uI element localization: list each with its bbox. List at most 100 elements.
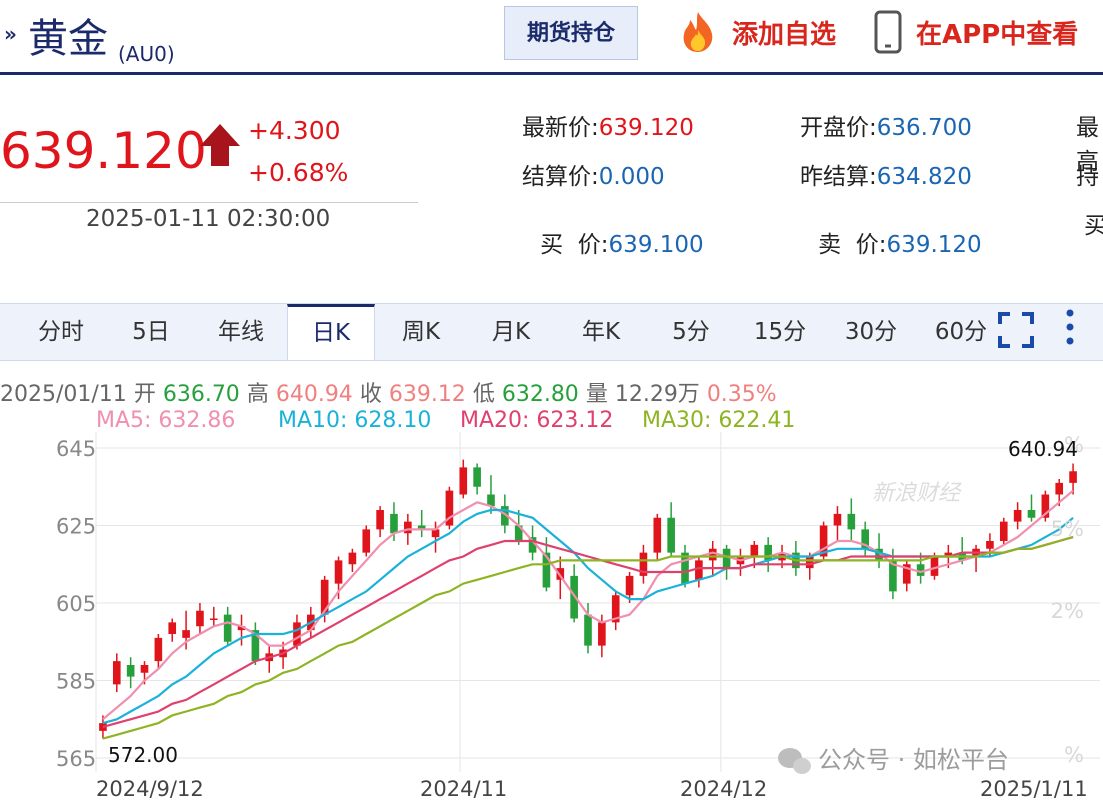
- candle-body: [390, 513, 398, 534]
- candle-body: [1013, 510, 1022, 522]
- tab-daily-k[interactable]: 日K: [287, 304, 375, 360]
- candle-body: [750, 544, 759, 557]
- field-label: 结算价:: [522, 164, 599, 190]
- candle-body: [999, 521, 1008, 541]
- candle-body: [611, 595, 620, 623]
- chart-period-tabs: 分时 5日 年线 日K 周K 月K 年K 5分 15分 30分 60分: [0, 303, 1103, 361]
- volume-value: 12.29万: [614, 382, 700, 407]
- quote-field-settle: 结算价:0.000: [522, 157, 665, 191]
- candle-body: [334, 560, 343, 584]
- sina-watermark: 新浪财经: [872, 481, 962, 506]
- candle-body: [861, 529, 869, 549]
- phone-icon[interactable]: [874, 10, 902, 54]
- y-tick-label: 565: [56, 747, 96, 771]
- candle-body: [764, 544, 772, 561]
- quote-field-ask: 卖 价:639.120: [808, 206, 982, 259]
- candle-body: [833, 513, 842, 526]
- candle-body: [819, 525, 828, 557]
- add-favorite-button[interactable]: 添加自选: [732, 20, 837, 50]
- y-tick-label: 645: [56, 437, 96, 461]
- candle-body: [473, 467, 481, 487]
- tab-15min[interactable]: 15分: [753, 319, 807, 345]
- candle-body: [542, 552, 551, 588]
- candle-body: [487, 494, 495, 507]
- quote-field-position: 持: [1076, 157, 1099, 191]
- ohlc-date: 2025/01/11: [0, 382, 127, 407]
- tab-monthly-k[interactable]: 月K: [491, 319, 531, 345]
- candle-body: [708, 548, 717, 561]
- candle-body: [584, 614, 592, 646]
- quote-field-bid: 买 价:639.100: [530, 206, 704, 259]
- quote-field-bid-vol: 买: [1084, 206, 1103, 240]
- x-tick-label: 2024/12: [680, 777, 767, 801]
- candle-body: [154, 637, 163, 662]
- candle-body: [404, 521, 412, 534]
- candle-body: [1041, 494, 1050, 518]
- high-label: 高: [246, 382, 269, 407]
- candle-body: [126, 665, 135, 677]
- candle-body: [722, 548, 731, 569]
- candle-body: [376, 510, 384, 530]
- price-change: +4.300: [248, 116, 341, 145]
- right-tick-label: 2%: [1051, 599, 1084, 623]
- page-header: » 黄金 (AU0) 期货持仓 添加自选 在APP中查看: [0, 0, 1103, 76]
- candle-body: [501, 506, 509, 526]
- candle-body: [168, 622, 177, 634]
- right-tick-label: 5%: [1051, 517, 1084, 541]
- tab-intraday[interactable]: 分时: [38, 319, 84, 345]
- candle-body: [598, 622, 606, 646]
- futures-position-button[interactable]: 期货持仓: [504, 6, 638, 60]
- ma30-label: MA30: 622.41: [642, 408, 796, 433]
- tab-weekly-k[interactable]: 周K: [401, 319, 441, 345]
- fullscreen-icon[interactable]: [998, 312, 1034, 348]
- candle-body: [320, 579, 329, 615]
- candle-body: [944, 552, 953, 557]
- divider: [0, 202, 418, 203]
- last-price: 639.120: [0, 122, 207, 180]
- fire-icon[interactable]: [676, 10, 720, 54]
- wechat-icon: [778, 748, 811, 774]
- view-in-app-link[interactable]: 在APP中查看: [916, 20, 1079, 50]
- wechat-watermark: 公众号 · 如松平台: [818, 746, 1009, 774]
- field-label: 最高: [1076, 115, 1099, 175]
- x-tick-label: 2024/9/12: [96, 777, 204, 801]
- candle-body: [528, 537, 537, 553]
- close-label: 收: [359, 382, 382, 407]
- max-price-label: 640.94: [1008, 437, 1078, 461]
- axis-labels: 645625605585565%5%2%%640.94572.002024/9/…: [56, 433, 1088, 801]
- x-tick-label: 2025/1/11: [980, 777, 1088, 801]
- contract-code: (AU0): [118, 42, 175, 66]
- tab-year-line[interactable]: 年线: [218, 319, 264, 345]
- candle-body: [1027, 510, 1036, 518]
- tab-5day[interactable]: 5日: [132, 319, 170, 345]
- ma20-label: MA20: 623.12: [460, 408, 614, 433]
- candle-body: [916, 564, 925, 576]
- y-tick-label: 625: [56, 515, 96, 539]
- field-label: 买 价:: [540, 232, 609, 258]
- candle-body: [140, 665, 149, 673]
- page-title: 黄金: [28, 16, 108, 62]
- x-tick-label: 2024/11: [420, 777, 507, 801]
- y-tick-label: 605: [56, 592, 96, 616]
- field-value: 639.120: [886, 232, 982, 258]
- tab-60min[interactable]: 60分: [934, 319, 988, 345]
- candle-body: [223, 614, 232, 642]
- field-label: 持: [1076, 164, 1099, 190]
- candle-body: [653, 517, 662, 553]
- wechat-bubble: [793, 758, 811, 774]
- field-label: 卖 价:: [818, 232, 887, 258]
- candle-body: [875, 548, 883, 561]
- candle-body: [209, 618, 218, 620]
- tab-yearly-k[interactable]: 年K: [581, 319, 621, 345]
- tab-30min[interactable]: 30分: [844, 319, 898, 345]
- tab-5min[interactable]: 5分: [672, 319, 710, 345]
- candle-body: [251, 630, 260, 662]
- header-divider: [0, 72, 1103, 75]
- candle-body: [112, 661, 121, 685]
- candle-body: [1055, 482, 1064, 495]
- more-options-icon[interactable]: [1064, 308, 1076, 346]
- candle-body: [196, 610, 204, 627]
- right-tick-label: %: [1064, 743, 1084, 767]
